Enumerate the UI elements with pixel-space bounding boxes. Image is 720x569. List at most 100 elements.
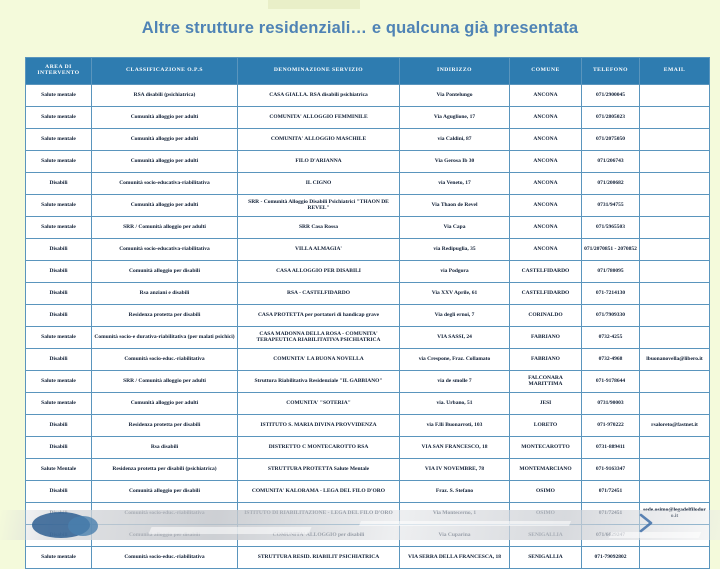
cell-classificazione: Residenza protetta per disabili bbox=[91, 414, 238, 437]
cell-denominazione: CASA MADONNA DELLA ROSA - COMUNITA' TERA… bbox=[237, 326, 400, 349]
cell-comune: ANCONA bbox=[509, 106, 582, 129]
cell-classificazione: Rsa anziani e disabili bbox=[91, 282, 238, 305]
table-row: Disabili Rsa anziani e disabili RSA - CAST… bbox=[25, 282, 710, 305]
cell-indirizzo: VIA IV NOVEMBRE, 78 bbox=[399, 458, 510, 481]
table-row: Salute mentale Comunità alloggio per adul… bbox=[25, 128, 710, 151]
table-row: Salute Mentale Residenza protetta per dis… bbox=[25, 458, 710, 481]
cell-classificazione: SRR / Comunità alloggio per adulti bbox=[91, 216, 238, 239]
cell-denominazione: COMUNITA' ALLOGGIO FEMMINILE bbox=[237, 106, 400, 129]
cell-comune: CASTELFIDARDO bbox=[509, 260, 582, 283]
cell-comune: MONTECAROTTO bbox=[509, 436, 582, 459]
table-row: Disabili Comunità socio-educativa-riabili… bbox=[25, 238, 710, 261]
cell-telefono: 071/72451 bbox=[581, 480, 640, 503]
cell-indirizzo: via Podgora bbox=[399, 260, 510, 283]
table-row: Disabili Comunità alloggio per disabili CA… bbox=[25, 260, 710, 283]
table-row: Disabili Rsa disabili DISTRETTO C MONTECAR… bbox=[25, 436, 710, 459]
cell-area-intervento: Disabili bbox=[25, 436, 92, 459]
cell-denominazione: COMUNITA' ALLOGGIO per disabili bbox=[237, 524, 400, 547]
cell-telefono: 071-9178644 bbox=[581, 370, 640, 393]
cell-indirizzo: VIA SAN FRANCESCO, 18 bbox=[399, 436, 510, 459]
cell-telefono: 071-79092802 bbox=[581, 546, 640, 569]
cell-denominazione: SRR Casa Rossa bbox=[237, 216, 400, 239]
cell-comune: ANCONA bbox=[509, 128, 582, 151]
cell-comune: ANCONA bbox=[509, 150, 582, 173]
cell-denominazione: STRUTTURA PROTETTA Salute Mentale bbox=[237, 458, 400, 481]
cell-comune: OSIMO bbox=[509, 480, 582, 503]
cell-email bbox=[639, 458, 710, 481]
column-header-telefono: TELEFONO bbox=[581, 57, 640, 85]
cell-indirizzo: Fraz. S. Stefano bbox=[399, 480, 510, 503]
column-header-indirizzo: INDIRIZZO bbox=[399, 57, 510, 85]
cell-area-intervento: Salute mentale bbox=[25, 150, 92, 173]
table-row: Salute mentale Comunità alloggio per adul… bbox=[25, 392, 710, 415]
cell-indirizzo: Via Cuparina bbox=[399, 524, 510, 547]
cell-indirizzo: Via Pontelungo bbox=[399, 84, 510, 107]
table-header-row: AREA DI INTERVENTO CLASSIFICAZIONE O.P.S… bbox=[25, 57, 710, 85]
cell-comune: OSIMO bbox=[509, 502, 582, 525]
table-header: AREA DI INTERVENTO CLASSIFICAZIONE O.P.S… bbox=[25, 57, 710, 85]
cell-comune: FABRIANO bbox=[509, 348, 582, 371]
cell-indirizzo: via F.lli Buonarroti, 103 bbox=[399, 414, 510, 437]
table-body: Salute mentale RSA disabili (psichiatrica… bbox=[25, 84, 710, 569]
cell-email bbox=[639, 436, 710, 459]
cell-classificazione: Comunità socio-educ.-riabilitativa bbox=[91, 348, 238, 371]
cell-telefono: 071-9163347 bbox=[581, 458, 640, 481]
cell-classificazione: Comunità socio-educativa-riabilitativa bbox=[91, 172, 238, 195]
cell-email bbox=[639, 84, 710, 107]
table-row: Salute mentale Comunità alloggio per adul… bbox=[25, 194, 710, 217]
cell-comune: CORINALDO bbox=[509, 304, 582, 327]
cell-indirizzo: Via Thaon de Revel bbox=[399, 194, 510, 217]
residential-facilities-table: AREA DI INTERVENTO CLASSIFICAZIONE O.P.S… bbox=[25, 57, 710, 569]
cell-area-intervento: Disabili bbox=[25, 414, 92, 437]
cell-comune: SENIGALLIA bbox=[509, 524, 582, 547]
cell-area-intervento: Disabili bbox=[25, 480, 92, 503]
cell-comune: ANCONA bbox=[509, 238, 582, 261]
cell-classificazione: Comunità alloggio per adulti bbox=[91, 392, 238, 415]
cell-telefono: 0732-4968 bbox=[581, 348, 640, 371]
cell-telefono: 071/72451 bbox=[581, 502, 640, 525]
table-row: Disabili Residenza protetta per disabili I… bbox=[25, 414, 710, 437]
cell-classificazione: Rsa disabili bbox=[91, 436, 238, 459]
cell-email bbox=[639, 326, 710, 349]
cell-email: rsaloreto@fastnet.it bbox=[639, 414, 710, 437]
cell-denominazione: SRR - Comunità Alloggio Disabili Psichia… bbox=[237, 194, 400, 217]
column-header-classificazione: CLASSIFICAZIONE O.P.S bbox=[91, 57, 238, 85]
table-row: Disabili Comunità socio-educ.-riabilitati… bbox=[25, 502, 710, 525]
column-header-comune: COMUNE bbox=[509, 57, 582, 85]
cell-denominazione: ISTITUTO S. MARIA DIVINA PROVVIDENZA bbox=[237, 414, 400, 437]
cell-classificazione: Comunità alloggio per disabili bbox=[91, 480, 238, 503]
cell-email bbox=[639, 546, 710, 569]
cell-indirizzo: Via XXV Aprile, 61 bbox=[399, 282, 510, 305]
cell-telefono: 071/2075050 bbox=[581, 128, 640, 151]
table-row: Disabili Comunità socio-educ.-riabilitati… bbox=[25, 348, 710, 371]
cell-email bbox=[639, 282, 710, 305]
cell-classificazione: Comunità alloggio per adulti bbox=[91, 194, 238, 217]
cell-denominazione: COMUNITA' "SOTERIA" bbox=[237, 392, 400, 415]
cell-comune: ANCONA bbox=[509, 172, 582, 195]
cell-denominazione: ISTITUTO DI RIABILITAZIONE - LEGA DEL FI… bbox=[237, 502, 400, 525]
column-header-area-intervento: AREA DI INTERVENTO bbox=[25, 57, 92, 85]
cell-telefono: 0731-889411 bbox=[581, 436, 640, 459]
cell-classificazione: Comunità alloggio per adulti bbox=[91, 106, 238, 129]
cell-denominazione: VILLA ALMAGIA' bbox=[237, 238, 400, 261]
cell-comune: JESI bbox=[509, 392, 582, 415]
cell-denominazione: COMUNITA' ALLOGGIO MASCHILE bbox=[237, 128, 400, 151]
cell-comune: FALCONARA MARITTIMA bbox=[509, 370, 582, 393]
cell-telefono: 071/2070851 - 2070852 bbox=[581, 238, 640, 261]
cell-indirizzo: via Redipuglia, 35 bbox=[399, 238, 510, 261]
cell-denominazione: CASA GIALLA. RSA disabili psichiatrica bbox=[237, 84, 400, 107]
cell-area-intervento: Salute mentale bbox=[25, 546, 92, 569]
cell-indirizzo: Via Gerosa Ib 30 bbox=[399, 150, 510, 173]
cell-classificazione: Comunità socio-educativa-riabilitativa bbox=[91, 238, 238, 261]
cell-classificazione: Comunità alloggio per adulti bbox=[91, 128, 238, 151]
cell-area-intervento: Disabili bbox=[25, 238, 92, 261]
table-row: Salute mentale Comunità socio-e durativa-… bbox=[25, 326, 710, 349]
cell-email: lbuonanovella@libero.it bbox=[639, 348, 710, 371]
cell-comune: ANCONA bbox=[509, 84, 582, 107]
cell-email bbox=[639, 216, 710, 239]
cell-denominazione: COMUNITA' LA BUONA NOVELLA bbox=[237, 348, 400, 371]
cell-telefono: 071/200682 bbox=[581, 172, 640, 195]
cell-email bbox=[639, 150, 710, 173]
cell-classificazione: Residenza protetta per disabili bbox=[91, 304, 238, 327]
cell-comune: ANCONA bbox=[509, 194, 582, 217]
